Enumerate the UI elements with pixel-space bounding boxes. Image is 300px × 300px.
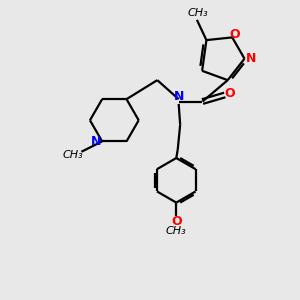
Text: O: O: [225, 87, 236, 100]
Text: CH₃: CH₃: [187, 8, 208, 18]
Text: N: N: [90, 135, 101, 148]
Text: CH₃: CH₃: [63, 150, 83, 161]
Text: CH₃: CH₃: [166, 226, 187, 236]
Text: N: N: [173, 90, 184, 103]
Text: O: O: [171, 215, 181, 228]
Text: O: O: [229, 28, 240, 41]
Text: N: N: [246, 52, 256, 65]
